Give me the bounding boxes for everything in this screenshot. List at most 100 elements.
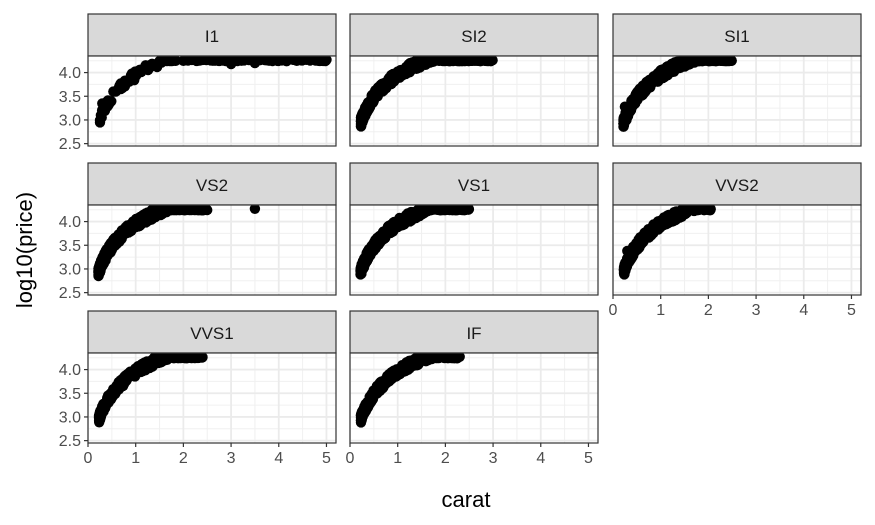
data-point <box>392 66 403 77</box>
y-tick-label: 3.0 <box>59 261 81 278</box>
y-tick-label: 3.5 <box>59 238 81 255</box>
x-tick-label: 0 <box>609 302 618 319</box>
data-point <box>384 375 395 387</box>
data-points <box>93 353 208 428</box>
data-point <box>687 56 698 67</box>
data-point <box>454 56 465 67</box>
data-point <box>363 244 375 255</box>
data-point <box>359 400 371 412</box>
facet-strip-label: SI2 <box>461 27 487 46</box>
x-tick-label: 4 <box>536 450 545 467</box>
data-point <box>197 353 208 363</box>
y-tick-label: 4.0 <box>59 362 81 379</box>
facet-panel: IF <box>349 310 599 444</box>
data-point <box>123 76 135 88</box>
data-point <box>725 56 736 66</box>
facet-panels: I1 SI2 SI1 VS2 VS1 VVS2 VVS1 IF <box>87 13 862 444</box>
data-point <box>622 245 633 257</box>
data-point <box>198 205 209 216</box>
data-point <box>140 208 151 219</box>
data-point <box>375 81 387 92</box>
data-point <box>249 57 261 69</box>
x-tick-label: 1 <box>656 302 665 319</box>
data-point <box>108 241 119 252</box>
data-point <box>620 265 631 276</box>
panel-border <box>612 55 862 147</box>
data-point <box>655 64 667 76</box>
data-point <box>168 56 179 66</box>
facet-strip <box>349 162 599 206</box>
data-point <box>619 114 630 125</box>
data-point <box>674 58 685 69</box>
data-point <box>445 205 456 215</box>
plot-background <box>350 205 598 295</box>
y-tick-label: 2.5 <box>59 285 81 302</box>
facet-strip-label: VS1 <box>458 176 490 195</box>
x-tick-label: 5 <box>847 302 856 319</box>
data-point <box>718 56 729 67</box>
data-point <box>703 56 714 66</box>
data-point <box>644 76 656 88</box>
data-point <box>142 64 154 76</box>
data-points <box>93 205 261 282</box>
data-point <box>321 56 332 65</box>
data-point <box>359 252 371 264</box>
data-point <box>105 387 117 399</box>
data-points <box>94 56 332 128</box>
y-tick-label: 3.0 <box>59 409 81 426</box>
data-point <box>649 224 661 235</box>
data-point <box>356 115 367 126</box>
data-point <box>155 56 166 66</box>
x-tick-label: 4 <box>274 450 283 467</box>
x-tick-label: 0 <box>346 450 355 467</box>
facet-panel: I1 <box>87 13 337 147</box>
x-tick-label: 2 <box>704 302 713 319</box>
data-point <box>657 72 669 84</box>
data-point <box>102 397 113 409</box>
y-tick-label: 4.0 <box>59 65 81 82</box>
data-point <box>112 231 124 242</box>
data-points <box>618 205 716 280</box>
y-axis-title: log10(price) <box>12 192 37 308</box>
data-point <box>697 205 708 215</box>
data-point <box>641 228 653 239</box>
data-point <box>355 267 366 279</box>
data-point <box>364 102 376 113</box>
panel-border <box>349 204 599 296</box>
data-point <box>190 205 201 214</box>
data-point <box>374 378 386 390</box>
x-tick-label: 0 <box>84 450 93 467</box>
facet-panel: VS2 <box>87 162 337 296</box>
facet-strip-label: VVS1 <box>190 324 233 343</box>
data-point <box>147 358 158 370</box>
x-tick-label: 1 <box>393 450 402 467</box>
data-point <box>102 250 113 261</box>
plot-background <box>88 353 336 443</box>
facet-panel: SI1 <box>612 13 862 147</box>
data-point <box>431 205 443 215</box>
facet-panel: VVS1 <box>87 310 337 444</box>
facet-strip <box>349 310 599 354</box>
panel-border <box>349 55 599 147</box>
data-point <box>455 205 466 215</box>
data-point <box>624 254 635 266</box>
y-tick-label: 3.5 <box>59 386 81 403</box>
data-point <box>471 56 482 66</box>
facet-panel: SI2 <box>349 13 599 147</box>
facet-panel: VS1 <box>349 162 599 296</box>
facet-panel: VVS2 <box>612 162 862 296</box>
y-axis-labels: 2.5 3.0 3.5 4.0 2.5 3.0 3.5 4.0 2.5 3.0 3.5 4.0 <box>59 65 88 450</box>
panel-border <box>87 352 337 444</box>
panel-border <box>87 204 337 296</box>
data-point <box>225 58 237 70</box>
panel-border <box>349 352 599 444</box>
plot-background <box>613 205 861 295</box>
data-point <box>619 101 631 112</box>
x-axis-title: carat <box>442 487 491 512</box>
data-point <box>391 218 402 229</box>
data-point <box>427 353 439 363</box>
data-point <box>662 217 673 228</box>
x-tick-label: 3 <box>489 450 498 467</box>
data-point <box>444 56 456 67</box>
